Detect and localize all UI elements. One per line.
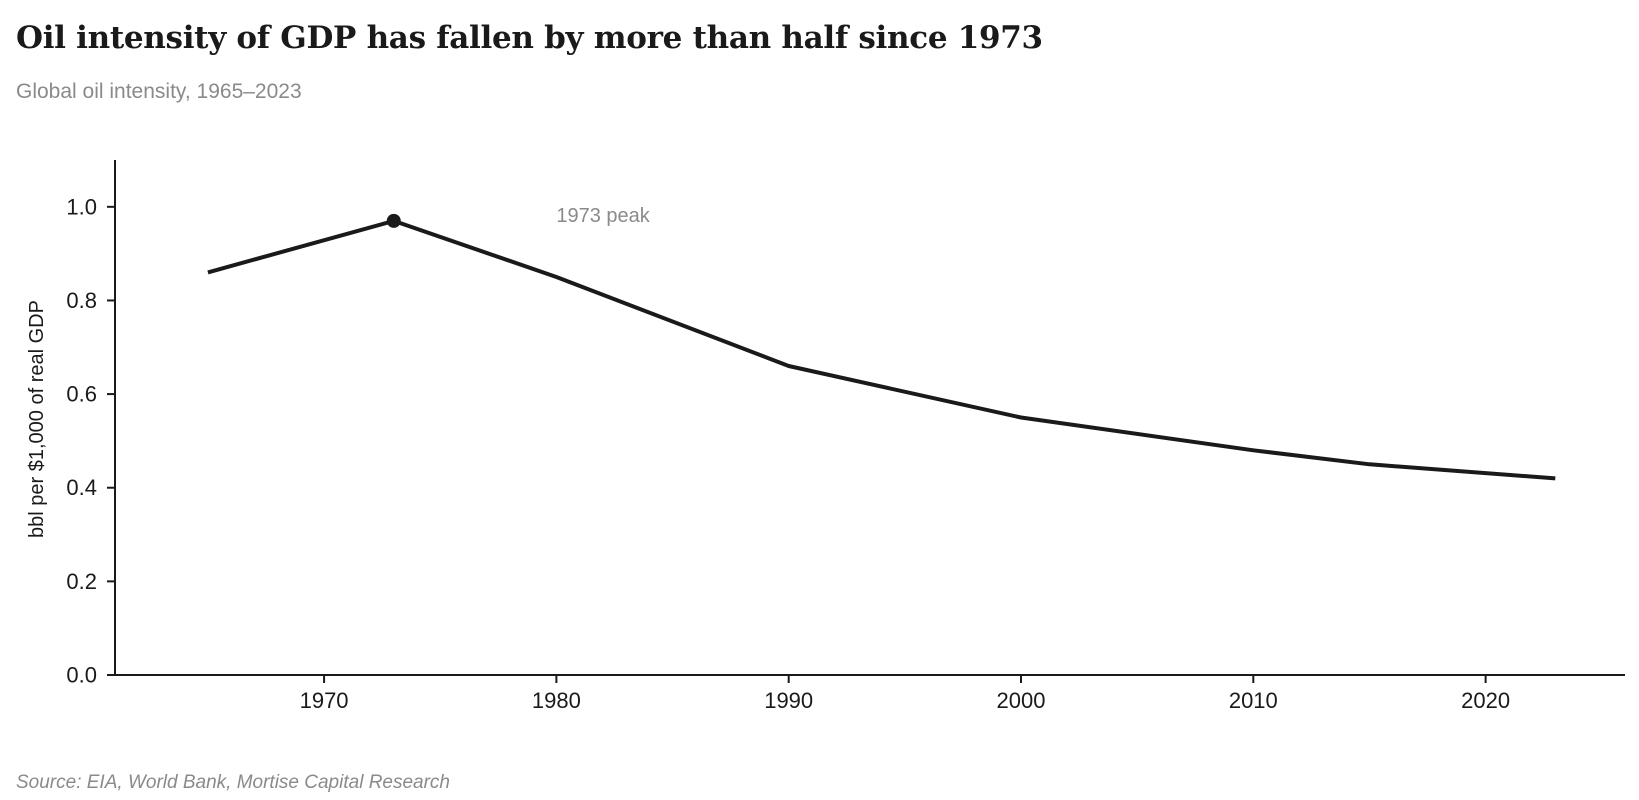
y-tick-label: 0.2 [66,569,97,594]
chart-subtitle: Global oil intensity, 1965–2023 [16,80,302,103]
y-axis-title: bbl per $1,000 of real GDP [26,300,48,538]
y-tick-label: 0.8 [66,288,97,313]
series-layer [207,218,1556,481]
series-line [207,218,1556,481]
x-tick-label: 2000 [997,688,1046,713]
y-tick-label: 0.0 [66,663,97,688]
x-axis: 1970 1980 1990 2000 2010 2020 [115,674,1625,713]
peak-marker [386,213,401,228]
annotation-layer: 1973 peak [386,205,651,228]
y-axis: 0.0 0.2 0.4 0.6 0.8 1.0 bbl per $1,000 of rea… [26,160,116,688]
annotation-label: 1973 peak [556,205,650,227]
y-tick-label: 1.0 [66,194,97,219]
x-tick-label: 2010 [1229,688,1278,713]
y-ticks: 0.0 0.2 0.4 0.6 0.8 1.0 [66,194,115,688]
x-ticks: 1970 1980 1990 2000 2010 2020 [300,675,1510,713]
y-tick-label: 0.6 [66,382,97,407]
source-note: Source: EIA, World Bank, Mortise Capital… [16,772,451,793]
x-tick-label: 1970 [300,688,349,713]
x-tick-label: 1980 [532,688,581,713]
chart-title: Oil intensity of GDP has fallen by more … [16,20,1043,56]
x-tick-label: 1990 [764,688,813,713]
y-tick-label: 0.4 [66,475,97,500]
x-tick-label: 2020 [1461,688,1510,713]
